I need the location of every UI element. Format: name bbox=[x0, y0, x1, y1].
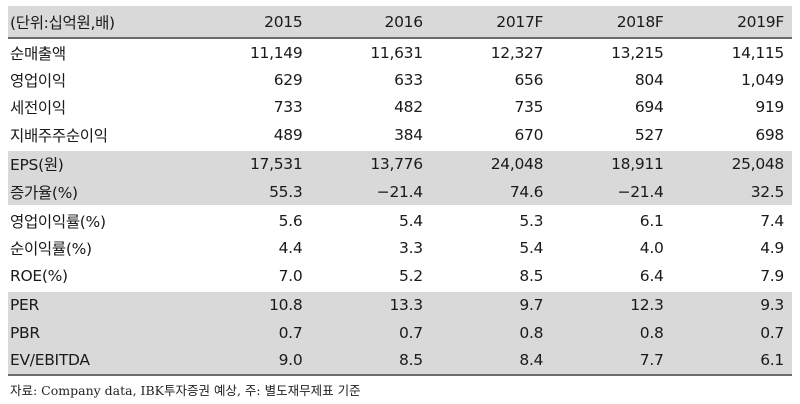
table-cell: 6.1 bbox=[671, 346, 792, 376]
table-cell: 527 bbox=[634, 125, 664, 144]
table-row-net-sales: 순매출액 11,149 11,631 12,327 13,215 14,115 bbox=[8, 36, 792, 67]
table-cell: 6.1 bbox=[551, 205, 672, 235]
source-footnote: 자료: Company data, IBK투자증권 예상, 주: 별도재무제표 … bbox=[10, 383, 361, 398]
row-label: EPS(원) bbox=[8, 148, 190, 178]
table-row-pretax-income: 세전이익 733 482 735 694 919 bbox=[8, 94, 792, 121]
table-cell: 5.4 bbox=[310, 205, 431, 235]
table-row-ev-ebitda: EV/EBITDA 9.0 8.5 8.4 7.7 6.1 bbox=[8, 346, 792, 376]
row-label: PER bbox=[8, 289, 190, 319]
table-cell: 0.7 bbox=[310, 318, 431, 347]
table-cell: 735 bbox=[514, 98, 544, 117]
table-header-row: (단위:십억원,배) 2015 2016 2017F 2018F 2019F bbox=[8, 6, 792, 38]
table-cell: 1,049 bbox=[741, 71, 784, 90]
row-label: 영업이익 bbox=[10, 72, 66, 91]
table-cell: 18,911 bbox=[551, 148, 672, 178]
table-cell: 0.7 bbox=[671, 318, 792, 347]
table-cell: 8.5 bbox=[519, 266, 544, 285]
table-cell: 25,048 bbox=[671, 148, 792, 178]
table-cell: 0.7 bbox=[190, 318, 311, 347]
table-row-per: PER 10.8 13.3 9.7 12.3 9.3 bbox=[8, 289, 792, 319]
table-cell: 13,776 bbox=[310, 148, 431, 178]
table-cell: 629 bbox=[273, 71, 303, 90]
row-label: EV/EBITDA bbox=[8, 346, 190, 376]
table-cell: 9.0 bbox=[190, 346, 311, 376]
table-cell: 9.3 bbox=[671, 289, 792, 319]
row-label: ROE(%) bbox=[10, 266, 68, 285]
table-cell: −21.4 bbox=[551, 177, 672, 207]
table-cell: 13,215 bbox=[551, 36, 672, 67]
table-cell: 919 bbox=[755, 98, 784, 117]
table-cell: 698 bbox=[755, 125, 784, 144]
table-cell: 0.8 bbox=[551, 318, 672, 347]
year-header: 2017F bbox=[430, 6, 552, 38]
year-header: 2016 bbox=[310, 6, 431, 38]
table-cell: 5.6 bbox=[190, 205, 311, 235]
table-cell: 8.4 bbox=[430, 346, 552, 376]
table-cell: 5.3 bbox=[430, 205, 552, 235]
table-cell: 4.0 bbox=[639, 239, 664, 258]
table-cell: 5.2 bbox=[399, 266, 423, 285]
table-cell: 12,327 bbox=[430, 36, 552, 67]
table-cell: 11,149 bbox=[190, 36, 311, 67]
table-cell: 7.4 bbox=[671, 205, 792, 235]
table-cell: 9.7 bbox=[430, 289, 552, 319]
table-cell: 733 bbox=[273, 98, 303, 117]
table-cell: 5.4 bbox=[519, 239, 544, 258]
table-row-operating-income: 영업이익 629 633 656 804 1,049 bbox=[8, 66, 792, 93]
table-cell: 11,631 bbox=[310, 36, 431, 67]
table-cell: 804 bbox=[634, 71, 664, 90]
table-cell: 17,531 bbox=[190, 148, 311, 178]
table-cell: 6.4 bbox=[639, 266, 664, 285]
row-label: 세전이익 bbox=[10, 99, 66, 118]
table-cell: 24,048 bbox=[430, 148, 552, 178]
table-row-net-margin: 순이익률(%) 4.4 3.3 5.4 4.0 4.9 bbox=[8, 235, 792, 262]
year-header: 2015 bbox=[190, 6, 311, 38]
table-cell: 7.7 bbox=[551, 346, 672, 376]
table-cell: 489 bbox=[273, 125, 303, 144]
table-row-pbr: PBR 0.7 0.7 0.8 0.8 0.7 bbox=[8, 318, 792, 347]
table-cell: 32.5 bbox=[671, 177, 792, 207]
table-cell: 656 bbox=[514, 71, 544, 90]
table-cell: 3.3 bbox=[399, 239, 423, 258]
financial-forecast-table: (단위:십억원,배) 2015 2016 2017F 2018F 2019F 순… bbox=[8, 6, 792, 376]
table-cell: 55.3 bbox=[190, 177, 311, 207]
table-cell: 670 bbox=[514, 125, 544, 144]
table-cell: −21.4 bbox=[310, 177, 431, 207]
table-cell: 10.8 bbox=[190, 289, 311, 319]
table-cell: 633 bbox=[394, 71, 423, 90]
row-label: 지배주주순이익 bbox=[10, 126, 108, 145]
table-cell: 384 bbox=[394, 125, 423, 144]
unit-label: (단위:십억원,배) bbox=[8, 6, 190, 38]
table-row-controlling-net-income: 지배주주순이익 489 384 670 527 698 bbox=[8, 121, 792, 149]
row-label: 순이익률(%) bbox=[10, 240, 92, 259]
table-cell: 74.6 bbox=[430, 177, 552, 207]
row-label: PBR bbox=[8, 318, 190, 347]
table-cell: 482 bbox=[394, 98, 423, 117]
table-row-growth-rate: 증가율(%) 55.3 −21.4 74.6 −21.4 32.5 bbox=[8, 177, 792, 207]
table-row-eps: EPS(원) 17,531 13,776 24,048 18,911 25,04… bbox=[8, 148, 792, 178]
table-cell: 7.9 bbox=[760, 266, 784, 285]
row-label: 순매출액 bbox=[8, 36, 190, 67]
table-cell: 8.5 bbox=[310, 346, 431, 376]
table-cell: 13.3 bbox=[310, 289, 431, 319]
year-header: 2018F bbox=[551, 6, 672, 38]
table-cell: 14,115 bbox=[671, 36, 792, 67]
table-cell: 694 bbox=[634, 98, 664, 117]
year-header: 2019F bbox=[671, 6, 792, 38]
table-cell: 4.4 bbox=[278, 239, 303, 258]
row-label: 증가율(%) bbox=[8, 177, 190, 207]
table-cell: 4.9 bbox=[760, 239, 784, 258]
table-cell: 7.0 bbox=[278, 266, 303, 285]
table-row-roe: ROE(%) 7.0 5.2 8.5 6.4 7.9 bbox=[8, 262, 792, 290]
table-row-operating-margin: 영업이익률(%) 5.6 5.4 5.3 6.1 7.4 bbox=[8, 205, 792, 235]
table-cell: 12.3 bbox=[551, 289, 672, 319]
row-label: 영업이익률(%) bbox=[8, 205, 190, 235]
table-cell: 0.8 bbox=[430, 318, 552, 347]
